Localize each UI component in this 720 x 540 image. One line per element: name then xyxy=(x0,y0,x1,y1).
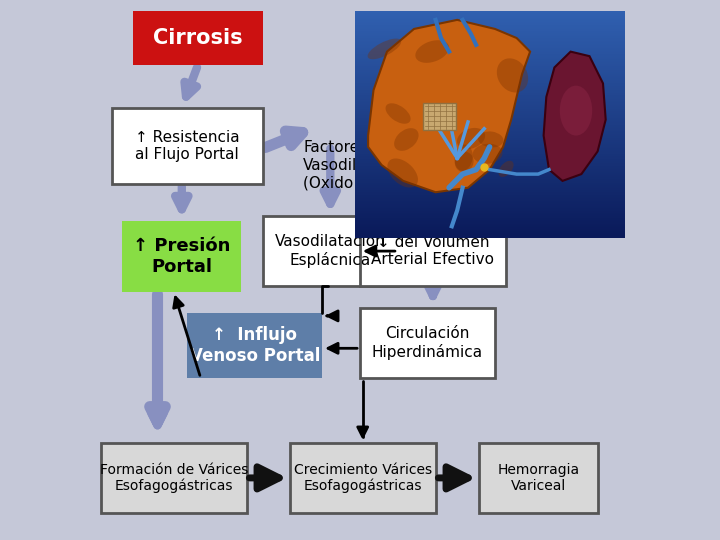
Text: Crecimiento Várices
Esofagogástricas: Crecimiento Várices Esofagogástricas xyxy=(294,462,432,494)
Text: ↑ Resistencia
al Flujo Portal: ↑ Resistencia al Flujo Portal xyxy=(135,130,240,162)
FancyBboxPatch shape xyxy=(289,443,436,513)
FancyBboxPatch shape xyxy=(479,443,598,513)
FancyBboxPatch shape xyxy=(133,11,263,65)
Text: Cirrosis: Cirrosis xyxy=(153,28,243,48)
Text: Circulación
Hiperdinámica: Circulación Hiperdinámica xyxy=(372,326,483,360)
Text: Formación de Várices
Esofagogástricas: Formación de Várices Esofagogástricas xyxy=(99,462,248,494)
Text: Vasodilatación
Esplácnica: Vasodilatación Esplácnica xyxy=(275,234,386,268)
Text: ↑  Influjo
Venoso Portal: ↑ Influjo Venoso Portal xyxy=(189,326,320,365)
FancyBboxPatch shape xyxy=(360,308,495,378)
Text: ↑ Presión
Portal: ↑ Presión Portal xyxy=(133,237,230,276)
FancyBboxPatch shape xyxy=(112,108,263,184)
FancyBboxPatch shape xyxy=(122,221,241,292)
Text: ↓ del Volumen
Arterial Efectivo: ↓ del Volumen Arterial Efectivo xyxy=(372,235,495,267)
FancyBboxPatch shape xyxy=(101,443,246,513)
FancyBboxPatch shape xyxy=(360,216,505,286)
Text: Factores
Vasodilatadores
(Oxido Nítrico): Factores Vasodilatadores (Oxido Nítrico) xyxy=(303,140,425,191)
FancyBboxPatch shape xyxy=(187,313,323,378)
FancyBboxPatch shape xyxy=(263,216,397,286)
Text: Hemorragia
Variceal: Hemorragia Variceal xyxy=(497,463,580,493)
